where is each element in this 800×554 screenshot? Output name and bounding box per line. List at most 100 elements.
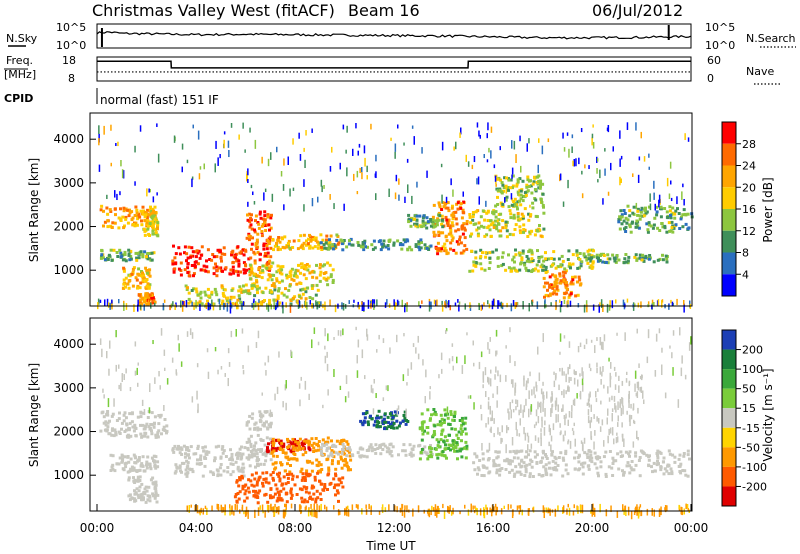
heat-cell (567, 385, 569, 392)
heat-cell (420, 225, 424, 229)
heat-cell (389, 347, 391, 354)
heat-cell (653, 216, 657, 220)
heat-cell (516, 505, 519, 511)
heat-cell (183, 245, 187, 249)
heat-cell (373, 448, 377, 451)
heat-cell (542, 333, 544, 343)
heat-cell (318, 479, 321, 483)
heat-cell (203, 163, 205, 170)
heat-cell (317, 460, 321, 464)
heat-cell (318, 492, 322, 496)
heat-cell (329, 275, 333, 279)
heat-cell (549, 473, 553, 477)
heat-cell (605, 509, 608, 517)
heat-cell (138, 468, 142, 472)
heat-cell (615, 299, 617, 304)
heat-cell (306, 474, 310, 478)
heat-cell (571, 275, 574, 279)
heat-cell (448, 226, 452, 230)
heat-cell (120, 460, 124, 464)
power-cbar-swatch (722, 274, 736, 296)
heat-cell (349, 237, 353, 241)
heat-cell (541, 416, 543, 421)
heat-cell (535, 175, 539, 179)
heat-cell (154, 302, 156, 306)
heat-cell (607, 435, 609, 444)
heat-cell (283, 469, 287, 473)
heat-cell (619, 450, 623, 454)
heat-cell (507, 459, 511, 463)
heat-cell (146, 494, 150, 498)
heat-cell (441, 141, 444, 151)
heat-cell (526, 143, 528, 152)
heat-cell (581, 193, 584, 199)
heat-cell (224, 302, 226, 308)
heat-cell (388, 504, 390, 511)
heat-cell (638, 363, 640, 368)
heat-cell (406, 302, 408, 307)
heat-cell (489, 428, 492, 432)
heat-cell (153, 211, 157, 215)
heat-cell (596, 259, 600, 263)
heat-cell (136, 493, 140, 497)
heat-cell (433, 410, 437, 414)
heat-cell (550, 435, 553, 442)
heat-cell (148, 283, 152, 287)
heat-cell (492, 459, 496, 463)
heat-cell (155, 233, 159, 237)
heat-cell (409, 218, 413, 222)
heat-cell (245, 440, 249, 444)
heat-cell (244, 149, 246, 153)
heat-cell (478, 361, 481, 370)
heat-cell (370, 123, 372, 130)
heat-cell (539, 179, 543, 183)
heat-cell (658, 328, 661, 334)
heat-cell (454, 229, 458, 233)
freq-tick-top: 18 (62, 54, 76, 67)
heat-cell (523, 191, 527, 195)
heat-cell (104, 423, 108, 427)
heat-cell (114, 213, 117, 217)
heat-cell (303, 147, 305, 152)
heat-cell (440, 218, 444, 222)
heat-cell (375, 154, 377, 162)
heat-cell (181, 143, 184, 150)
heat-cell (473, 510, 476, 514)
velocity-cbar-label: Velocity [m s⁻¹] (761, 368, 775, 461)
heat-cell (265, 420, 268, 424)
heat-cell (156, 493, 160, 497)
heat-cell (389, 422, 392, 426)
heat-cell (315, 263, 318, 267)
heat-cell (127, 478, 131, 482)
heat-cell (441, 201, 445, 205)
heat-cell (315, 283, 319, 287)
heat-cell (679, 471, 683, 475)
heat-cell (473, 362, 475, 367)
heat-cell (370, 449, 374, 453)
heat-cell (467, 161, 470, 167)
heat-cell (465, 247, 469, 251)
heat-cell (599, 465, 603, 469)
heat-cell (261, 471, 265, 475)
heat-cell (600, 299, 603, 308)
heat-cell (206, 348, 209, 353)
heat-cell (272, 248, 275, 252)
heat-cell (425, 226, 429, 230)
heat-cell (505, 229, 509, 233)
heat-cell (563, 292, 567, 296)
heat-cell (614, 402, 616, 410)
heat-cell (375, 414, 379, 418)
heat-cell (281, 448, 285, 452)
heat-cell (110, 414, 114, 418)
heat-cell (286, 439, 290, 443)
heat-cell (138, 479, 142, 482)
heat-cell (555, 292, 559, 296)
heat-cell (115, 143, 117, 147)
heat-cell (590, 435, 593, 441)
heat-cell (325, 446, 329, 450)
heat-cell (669, 213, 672, 217)
heat-cell (407, 213, 411, 217)
heat-cell (509, 212, 513, 216)
heat-cell (456, 207, 460, 211)
heat-cell (539, 460, 543, 464)
